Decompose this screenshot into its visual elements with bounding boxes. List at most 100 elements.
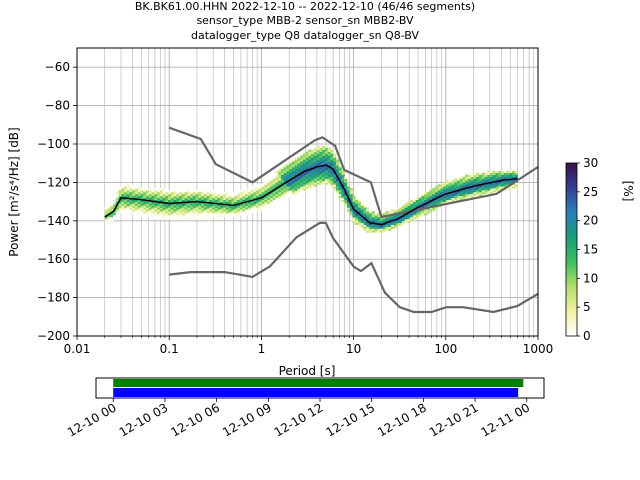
density-cell — [113, 211, 117, 214]
density-cell — [335, 161, 340, 164]
density-cell — [115, 209, 119, 212]
density-cell — [311, 155, 315, 158]
density-cell — [203, 203, 207, 206]
density-cell — [481, 180, 485, 183]
density-cell — [264, 180, 268, 183]
density-cell — [338, 188, 342, 191]
density-cell — [129, 207, 133, 210]
density-cell — [190, 192, 194, 195]
density-cell — [335, 188, 340, 191]
density-cell — [440, 186, 444, 189]
density-cell — [341, 178, 345, 181]
density-cell — [151, 215, 155, 218]
density-cell — [187, 216, 191, 220]
density-cell — [256, 190, 260, 193]
density-cell — [146, 213, 150, 216]
density-cell — [201, 209, 205, 212]
density-cell — [313, 157, 318, 160]
density-cell — [135, 207, 139, 210]
density-cell — [366, 211, 370, 214]
density-cell — [443, 182, 447, 185]
density-cell — [415, 216, 419, 220]
density-cell — [179, 207, 183, 210]
y-tick-label: −160 — [37, 252, 70, 266]
density-cell — [214, 209, 218, 212]
density-cell — [132, 199, 136, 202]
density-cell — [107, 207, 111, 210]
density-cell — [280, 186, 285, 189]
density-cell — [137, 207, 141, 210]
density-cell — [468, 178, 472, 181]
density-cell — [115, 205, 119, 208]
density-cell — [250, 207, 254, 210]
density-cell — [396, 215, 400, 218]
density-cell — [195, 201, 199, 204]
density-cell — [509, 186, 513, 189]
density-cell — [110, 215, 114, 218]
density-cell — [445, 180, 450, 183]
density-cell — [121, 192, 125, 195]
density-cell — [286, 193, 290, 197]
density-cell — [338, 167, 342, 170]
density-cell — [201, 193, 205, 197]
timeline-bar-green — [113, 379, 524, 387]
density-cell — [341, 195, 345, 199]
density-cell — [313, 176, 318, 179]
density-cell — [330, 180, 334, 183]
density-cell — [476, 176, 480, 179]
density-cell — [236, 195, 240, 199]
density-cell — [195, 195, 199, 199]
density-cell — [121, 199, 125, 202]
density-cell — [437, 190, 441, 193]
density-cell — [234, 207, 238, 210]
density-cell — [236, 199, 240, 202]
density-cell — [377, 218, 381, 222]
density-cell — [330, 184, 334, 187]
density-cell — [462, 192, 466, 195]
density-cell — [349, 211, 353, 214]
density-cell — [234, 201, 238, 204]
timeline-tick-label: 12-10 21 — [427, 400, 481, 439]
density-cell — [495, 174, 499, 177]
density-cell — [330, 174, 334, 177]
density-cell — [168, 190, 172, 193]
density-cell — [333, 155, 337, 158]
density-cell — [468, 174, 472, 177]
density-cell — [462, 180, 466, 183]
density-cell — [479, 182, 483, 185]
x-axis-ticks: 0.01 0.1 1 10 100 1000 — [64, 336, 553, 356]
density-cell — [157, 211, 161, 214]
density-cell — [124, 195, 128, 199]
density-cell — [135, 195, 139, 199]
density-cell — [377, 216, 381, 220]
density-cell — [220, 213, 224, 216]
density-cell — [374, 216, 378, 220]
density-cell — [421, 209, 425, 212]
density-cell — [107, 216, 111, 220]
density-cell — [470, 190, 474, 193]
density-cell — [451, 197, 455, 200]
density-cell — [357, 205, 362, 208]
density-cell — [278, 182, 282, 185]
density-cell — [308, 149, 312, 152]
density-cell — [286, 182, 290, 185]
density-cell — [181, 207, 185, 210]
density-cell — [432, 209, 436, 212]
density-cell — [357, 207, 362, 210]
density-cell — [308, 165, 312, 168]
density-cell — [401, 213, 406, 216]
density-cell — [498, 176, 502, 179]
density-cell — [195, 199, 199, 202]
density-cell — [124, 209, 128, 212]
density-cell — [239, 203, 243, 206]
density-cell — [272, 190, 276, 193]
density-cell — [324, 163, 329, 166]
density-cell — [289, 193, 293, 197]
density-cell — [377, 228, 381, 231]
density-cell — [154, 207, 158, 210]
density-cell — [264, 197, 268, 200]
density-cell — [468, 180, 472, 183]
density-cell — [492, 172, 496, 176]
density-cell — [487, 188, 491, 191]
density-cell — [231, 195, 235, 199]
